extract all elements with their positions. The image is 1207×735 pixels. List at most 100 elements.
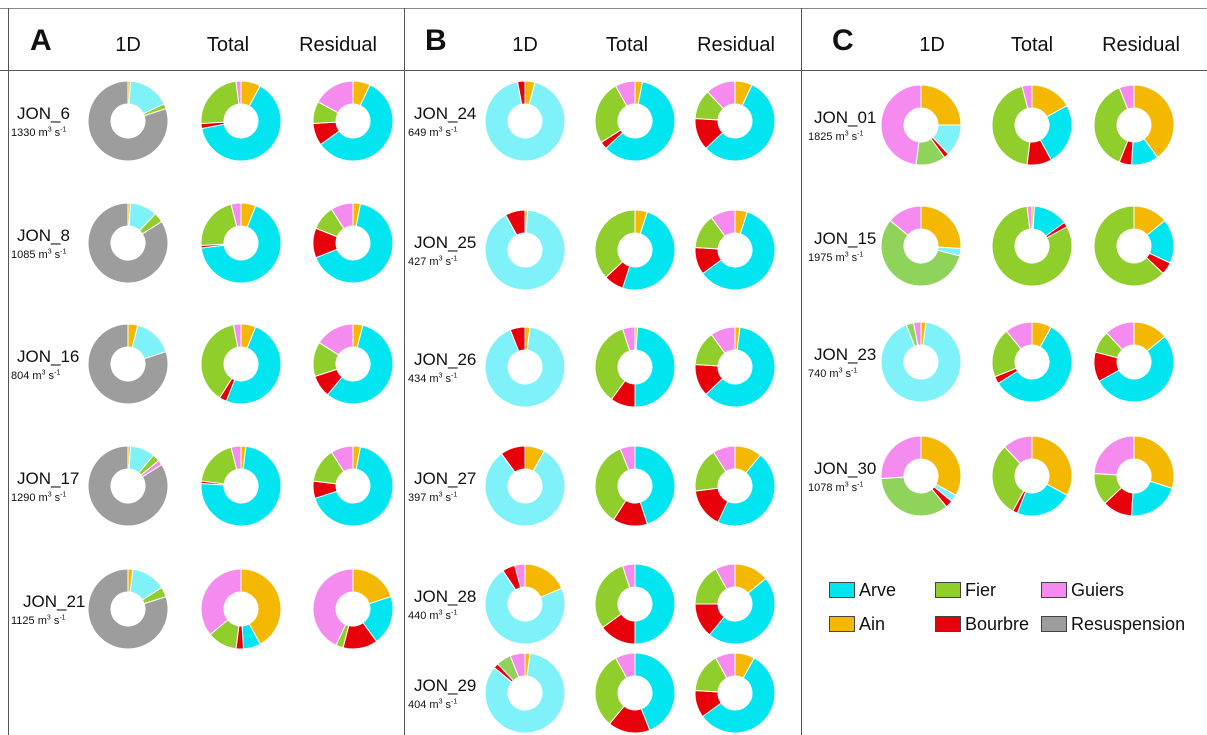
slice-jon-8-total-arve [200,205,282,284]
slice-jon-6-total-guiers [235,80,242,105]
slice-jon-01-residual-ain [1133,84,1175,159]
site-label-jon-28: JON_28 [414,587,477,606]
slice-jon-01-1d-ain [920,84,962,126]
site-label-jon-16: JON_16 [17,347,80,366]
site-label-jon-26: JON_26 [414,350,477,369]
legend-label-bourbre: Bourbre [965,614,1030,634]
donut-jon-6-residual [312,80,394,162]
slice-jon-29-residual-guiers [715,652,736,679]
slice-jon-23-1d-guiers [912,321,922,346]
slice-jon-25-residual-arve [701,211,776,291]
slice-jon-27-total-guiers [619,445,636,471]
slice-jon-25-total-arve [622,211,676,291]
panel-divider-ab [404,8,405,735]
site-label-jon-8: JON_8 [17,226,70,245]
donut-jon-15-total [991,205,1073,287]
slice-jon-26-total-fier [594,328,631,401]
donut-jon-29-1d [484,652,566,734]
discharge-label-jon-17: 1290 m3 s-1 [11,491,67,504]
legend-swatch-bourbre [935,616,961,632]
slice-jon-21-residual-guiers [312,568,354,646]
slice-jon-27-residual-guiers [712,445,736,473]
donut-jon-23-total [991,321,1073,403]
slice-jon-6-residual-arve [319,84,394,162]
legend-swatch-arve [829,582,855,598]
slice-jon-29-residual-arve [701,657,776,734]
slice-jon-24-1d-bourbre [516,80,526,105]
slice-jon-16-residual-guiers [318,323,354,356]
slice-jon-8-residual-arve [315,203,394,284]
slice-jon-29-total-fier [594,657,628,725]
discharge-label-jon-15: 1975 m3 s-1 [808,251,864,264]
column-header-residual-c: Residual [1102,34,1180,56]
donut-jon-21-total [200,568,282,650]
column-header-residual-b: Residual [697,34,775,56]
slice-jon-28-total-fier [594,565,631,629]
slice-jon-26-residual-guiers [710,326,736,354]
discharge-label-jon-23: 740 m3 s-1 [808,367,858,380]
legend-label-ain: Ain [859,614,886,634]
donut-jon-16-residual [312,323,394,405]
column-header-total-c: Total [1010,34,1054,56]
donut-jon-25-residual [694,209,776,291]
legend-swatch-resuspension [1041,616,1067,632]
discharge-label-jon-6: 1330 m3 s-1 [11,126,67,139]
panel-label-c: C [832,24,854,57]
donut-jon-30-1d [880,435,962,517]
discharge-label-jon-24: 649 m3 s-1 [408,126,458,139]
site-label-jon-29: JON_29 [414,676,477,695]
donut-jon-8-total [200,202,282,284]
slice-jon-17-residual-arve [314,446,394,527]
donut-jon-8-1d [87,202,169,284]
donut-jon-30-total [991,435,1073,517]
donut-jon-17-total [200,445,282,527]
donut-jon-01-total [991,84,1073,166]
discharge-label-jon-26: 434 m3 s-1 [408,372,458,385]
discharge-label-jon-28: 440 m3 s-1 [408,609,458,622]
slice-jon-17-residual-guiers [330,445,354,473]
donut-jon-26-total [594,326,676,408]
slice-jon-16-residual-arve [326,324,394,405]
donut-jon-27-1d [484,445,566,527]
donut-jon-23-1d [880,321,962,403]
slice-jon-15-total-guiers [1026,205,1033,230]
slice-jon-15-total-fier [991,205,1073,287]
slice-jon-30-1d-fier_light [880,476,948,517]
donut-jon-24-total [594,80,676,162]
discharge-label-jon-25: 427 m3 s-1 [408,255,458,268]
donut-jon-24-residual [694,80,776,162]
slice-jon-8-total-guiers [230,202,242,228]
slice-jon-24-total-guiers [615,80,636,107]
panel-label-a: A [30,24,52,57]
legend-item-resuspension: Resuspension [1041,614,1185,634]
site-label-jon-24: JON_24 [414,104,477,123]
column-header-1d-b: 1D [512,34,538,56]
left-border [8,8,9,735]
donut-jon-15-1d [880,205,962,287]
slice-jon-26-total-arve [634,326,676,408]
site-label-jon-30: JON_30 [814,459,877,478]
slice-jon-15-1d-guiers [889,205,922,236]
donut-jon-6-total [200,80,282,162]
discharge-label-jon-30: 1078 m3 s-1 [808,481,864,494]
slice-jon-01-1d-guiers [880,84,922,166]
column-header-residual-a: Residual [299,34,377,56]
slice-jon-21-1d-resuspension [87,568,169,650]
slice-jon-23-total-arve [997,326,1073,403]
discharge-label-jon-29: 404 m3 s-1 [408,698,458,711]
slice-jon-24-residual-arve [705,84,776,162]
slice-jon-30-residual-guiers [1093,435,1135,476]
donut-jon-27-residual [694,445,776,527]
legend-label-guiers: Guiers [1071,580,1125,600]
slice-jon-25-1d-bourbre [505,209,526,236]
slice-jon-30-1d-ain [920,435,962,496]
slice-jon-27-total-fier [594,448,630,521]
donut-jon-24-1d [484,80,566,162]
slice-jon-26-1d-bourbre [509,326,526,352]
legend-item-fier: Fier [935,580,996,600]
slice-jon-30-total-fier [991,446,1025,512]
slice-jon-26-residual-arve [705,326,776,408]
legend-item-bourbre: Bourbre [935,614,1029,634]
slice-jon-28-1d-guiers [514,563,526,589]
